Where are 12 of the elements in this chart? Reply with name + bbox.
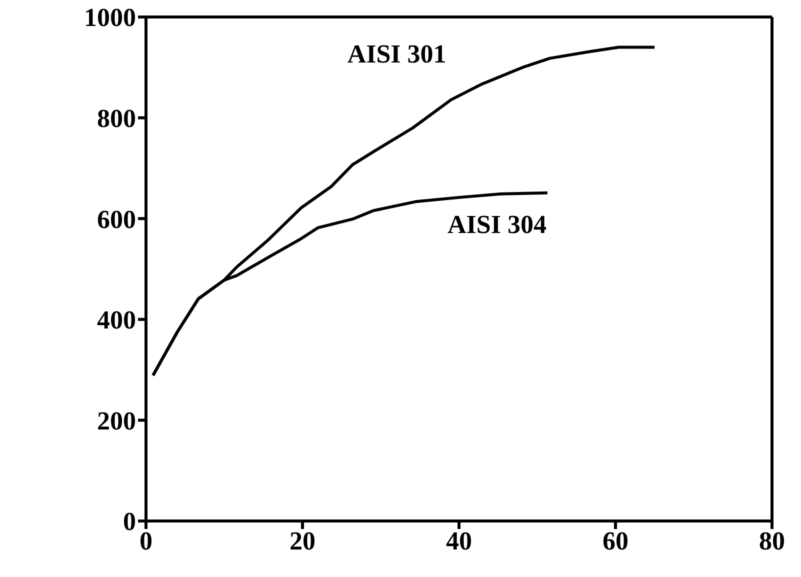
- series-label: AISI 304: [448, 210, 546, 239]
- x-tick-label: 60: [602, 526, 628, 556]
- x-tick-label: 20: [290, 526, 316, 556]
- y-tick-label: 800: [97, 104, 136, 134]
- x-tick-label: 80: [759, 526, 785, 556]
- y-tick-label: 1000: [84, 3, 136, 32]
- y-tick-label: 200: [97, 406, 136, 436]
- y-tick-label: 400: [97, 306, 136, 335]
- series-label: AISI 301: [347, 39, 446, 68]
- x-tick-label: 40: [446, 526, 472, 556]
- y-tick-label: 600: [97, 204, 136, 234]
- y-tick-label: 0: [123, 507, 136, 536]
